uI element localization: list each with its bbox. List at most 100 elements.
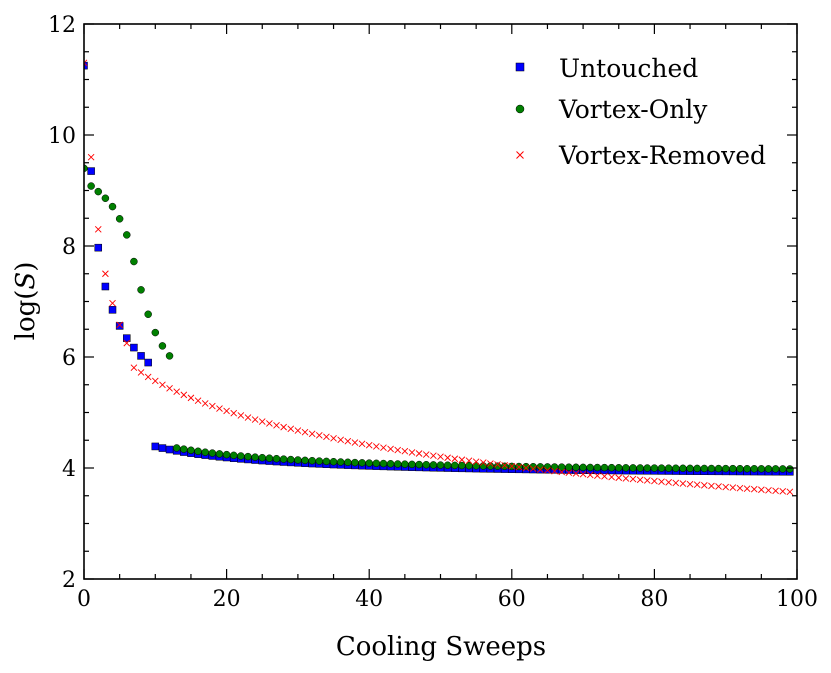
data-point-vortex-only bbox=[743, 464, 751, 473]
data-point-vortex-only bbox=[622, 464, 630, 472]
data-point-vortex-only bbox=[229, 451, 238, 460]
x-tick-label: 80 bbox=[640, 587, 668, 612]
y-axis-label-variable: S bbox=[11, 272, 41, 290]
data-point-vortex-removed bbox=[515, 463, 523, 471]
data-point-vortex-only bbox=[358, 459, 366, 467]
data-point-vortex-only bbox=[123, 231, 131, 239]
data-point-untouched bbox=[130, 343, 138, 352]
x-tick-label: 0 bbox=[77, 587, 91, 612]
data-point-vortex-only bbox=[771, 465, 780, 473]
data-point-vortex-only bbox=[543, 463, 552, 471]
legend: Untouched Vortex-Only Vortex-Removed bbox=[515, 54, 766, 170]
data-point-vortex-removed bbox=[422, 451, 430, 458]
data-point-untouched bbox=[101, 282, 110, 291]
data-point-vortex-removed bbox=[629, 475, 637, 483]
data-point-vortex-only bbox=[144, 310, 152, 319]
data-point-vortex-removed bbox=[458, 456, 466, 464]
data-point-vortex-removed bbox=[594, 472, 601, 479]
data-point-vortex-removed bbox=[437, 453, 444, 461]
data-point-vortex-removed bbox=[280, 423, 287, 431]
data-point-vortex-removed bbox=[87, 153, 95, 161]
data-point-vortex-only bbox=[393, 460, 402, 468]
data-point-vortex-removed bbox=[394, 446, 402, 454]
data-point-vortex-only bbox=[636, 464, 644, 472]
data-point-vortex-removed bbox=[651, 477, 658, 485]
data-point-vortex-removed bbox=[180, 391, 188, 399]
data-point-vortex-only bbox=[493, 462, 502, 470]
data-point-vortex-removed bbox=[187, 394, 195, 402]
y-tick-label: 4 bbox=[62, 457, 76, 482]
data-point-vortex-only bbox=[593, 463, 602, 472]
data-point-vortex-removed bbox=[330, 435, 337, 442]
data-point-vortex-removed bbox=[216, 405, 223, 412]
data-point-vortex-removed bbox=[508, 462, 516, 470]
data-point-vortex-removed bbox=[465, 457, 473, 465]
data-point-vortex-removed bbox=[708, 482, 715, 490]
data-point-vortex-removed bbox=[494, 461, 501, 468]
data-point-vortex-removed bbox=[380, 444, 387, 451]
data-point-vortex-only bbox=[664, 464, 673, 472]
data-point-vortex-removed bbox=[337, 436, 344, 444]
data-point-vortex-removed bbox=[444, 454, 451, 462]
data-point-vortex-removed bbox=[722, 483, 730, 491]
data-point-vortex-only bbox=[130, 257, 138, 266]
data-point-untouched bbox=[137, 352, 145, 360]
data-point-vortex-removed bbox=[358, 440, 366, 448]
data-point-vortex-removed bbox=[373, 443, 380, 450]
data-point-vortex-only bbox=[158, 342, 167, 350]
data-point-vortex-removed bbox=[387, 445, 394, 453]
data-point-vortex-only bbox=[379, 459, 388, 468]
x-tick-label: 20 bbox=[213, 587, 241, 612]
data-point-vortex-removed bbox=[237, 412, 245, 419]
data-point-vortex-removed bbox=[401, 447, 409, 455]
data-point-vortex-removed bbox=[736, 484, 744, 492]
data-point-vortex-only bbox=[429, 461, 438, 469]
data-point-vortex-only bbox=[579, 463, 587, 472]
data-point-vortex-removed bbox=[686, 480, 694, 488]
x-tick-label: 100 bbox=[776, 587, 818, 612]
y-tick-label: 8 bbox=[62, 235, 76, 260]
data-point-vortex-only bbox=[172, 444, 181, 452]
data-point-vortex-removed bbox=[522, 464, 530, 472]
data-point-untouched bbox=[144, 358, 152, 367]
data-point-vortex-removed bbox=[608, 473, 615, 481]
data-point-vortex-only bbox=[237, 452, 245, 460]
data-point-vortex-only bbox=[87, 182, 95, 190]
data-point-vortex-only bbox=[707, 464, 716, 473]
data-point-vortex-only bbox=[308, 456, 316, 465]
data-point-vortex-only bbox=[729, 464, 737, 473]
data-point-vortex-removed bbox=[365, 441, 373, 449]
data-point-vortex-only bbox=[272, 454, 281, 463]
data-point-vortex-only bbox=[137, 286, 145, 294]
data-point-vortex-removed bbox=[315, 432, 323, 439]
data-point-untouched bbox=[108, 306, 117, 314]
data-point-vortex-removed bbox=[94, 226, 102, 233]
data-point-vortex-only bbox=[258, 453, 266, 462]
data-point-vortex-only bbox=[522, 462, 530, 471]
data-point-vortex-only bbox=[572, 463, 580, 472]
data-point-vortex-only bbox=[294, 456, 302, 464]
data-point-vortex-only bbox=[415, 460, 423, 469]
data-point-vortex-removed bbox=[636, 476, 644, 484]
y-tick-label: 2 bbox=[62, 568, 76, 593]
data-point-vortex-only bbox=[550, 463, 559, 471]
data-point-vortex-only bbox=[721, 464, 730, 473]
data-point-vortex-removed bbox=[415, 450, 423, 457]
data-point-vortex-removed bbox=[116, 321, 123, 329]
x-axis-label: Cooling Sweeps bbox=[336, 632, 546, 662]
data-point-vortex-only bbox=[436, 461, 445, 469]
data-point-vortex-removed bbox=[565, 469, 573, 477]
data-point-vortex-only bbox=[750, 465, 758, 473]
data-point-vortex-only bbox=[693, 464, 701, 473]
data-point-vortex-removed bbox=[144, 373, 152, 381]
data-point-vortex-only bbox=[422, 460, 430, 469]
data-point-vortex-only bbox=[94, 187, 103, 196]
data-point-vortex-removed bbox=[308, 430, 316, 438]
data-point-vortex-only bbox=[244, 452, 252, 461]
data-point-vortex-only bbox=[222, 450, 231, 459]
data-point-vortex-only bbox=[650, 464, 659, 472]
data-point-vortex-only bbox=[180, 445, 188, 453]
data-point-vortex-only bbox=[279, 455, 288, 463]
tick-layer: 0 20 40 60 80 100 2 4 6 8 10 12 bbox=[48, 13, 818, 612]
